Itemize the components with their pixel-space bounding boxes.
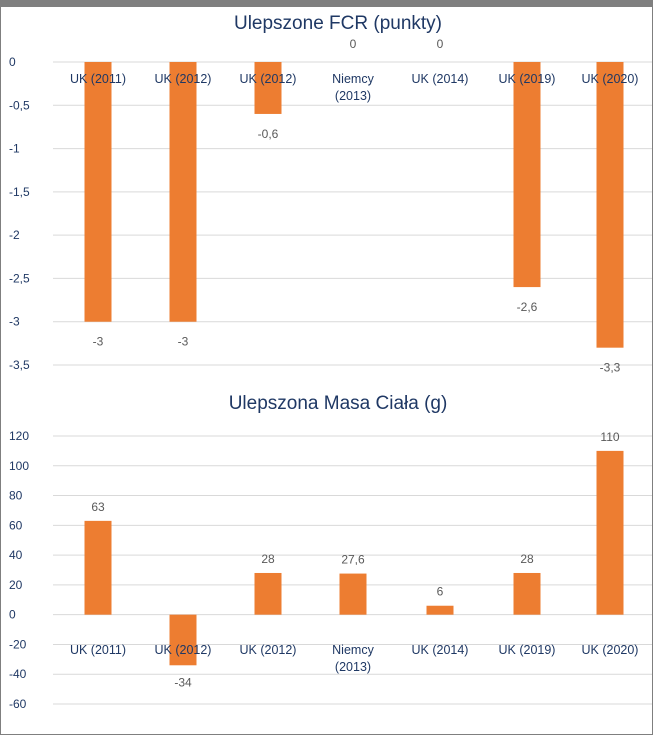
fcr-data-label: 0 [350, 37, 357, 51]
body-mass-bar [596, 450, 624, 615]
fcr-category-label: Niemcy (2013) [332, 72, 374, 103]
fcr-data-label: -3 [178, 335, 189, 349]
body-mass-category-label: UK (2012) [155, 643, 212, 657]
body-mass-data-label: 28 [261, 552, 275, 566]
body-mass-y-tick-label: 100 [9, 459, 29, 473]
body-mass-y-tick-label: 0 [9, 608, 16, 622]
body-mass-category-label: UK (2012) [240, 643, 297, 657]
body-mass-y-tick-label: 120 [9, 429, 29, 443]
fcr-y-tick-label: -3 [9, 315, 20, 329]
fcr-data-label: 0 [437, 37, 444, 51]
fcr-y-tick-label: -2 [9, 228, 20, 242]
fcr-category-label: UK (2012) [240, 72, 297, 86]
body-mass-category-label: Niemcy (2013) [332, 643, 374, 674]
fcr-data-label: -0,6 [258, 127, 279, 141]
fcr-y-tick-label: -1,5 [9, 185, 30, 199]
body-mass-y-tick-label: 80 [9, 489, 23, 503]
body-mass-data-label: -34 [174, 675, 192, 689]
body-mass-y-tick-label: -20 [9, 637, 27, 651]
fcr-data-label: -3,3 [600, 361, 621, 375]
fcr-bar [513, 62, 541, 288]
fcr-bar [596, 62, 624, 348]
fcr-category-label: UK (2014) [412, 72, 469, 86]
body-mass-data-label: 28 [520, 552, 534, 566]
fcr-category-label: UK (2012) [155, 72, 212, 86]
fcr-chart-title: Ulepszone FCR (punkty) [234, 13, 442, 34]
fcr-y-tick-label: -2,5 [9, 271, 30, 285]
fcr-y-tick-label: -3,5 [9, 358, 30, 372]
body-mass-chart: Ulepszona Masa Ciała (g) 120 100 80 60 40 20 0… [9, 393, 652, 711]
body-mass-y-tick-label: 60 [9, 518, 23, 532]
body-mass-data-label: 110 [600, 430, 619, 444]
body-mass-data-label: 27,6 [341, 553, 365, 567]
fcr-bar [254, 62, 282, 114]
body-mass-category-label: UK (2011) [70, 643, 126, 657]
fcr-bar [169, 62, 197, 322]
body-mass-category-label: UK (2020) [582, 643, 639, 657]
body-mass-data-label: 6 [437, 585, 444, 599]
top-border-strip [1, 1, 652, 7]
fcr-y-tick-label: 0 [9, 55, 16, 69]
body-mass-data-label: 63 [91, 500, 105, 514]
fcr-category-label: UK (2019) [499, 72, 556, 86]
body-mass-y-tick-label: 40 [9, 548, 23, 562]
body-mass-bar [254, 572, 282, 615]
body-mass-category-label: UK (2014) [412, 643, 469, 657]
body-mass-bar [426, 605, 454, 615]
fcr-category-label: UK (2011) [70, 72, 126, 86]
fcr-chart: Ulepszone FCR (punkty) 0 -0,5 -1 -1,5 -2 -2,5… [9, 13, 652, 375]
fcr-y-tick-label: -0,5 [9, 98, 30, 112]
body-mass-y-tick-label: -40 [9, 667, 27, 681]
fcr-bar [84, 62, 112, 322]
fcr-data-label: -3 [93, 335, 104, 349]
fcr-y-tick-label: -1 [9, 142, 20, 156]
body-mass-chart-title: Ulepszona Masa Ciała (g) [229, 393, 448, 414]
body-mass-y-tick-label: -60 [9, 697, 27, 711]
body-mass-bar [84, 520, 112, 615]
fcr-data-label: -2,6 [517, 300, 538, 314]
fcr-category-label: UK (2020) [582, 72, 639, 86]
body-mass-category-label: UK (2019) [499, 643, 556, 657]
body-mass-bar [513, 572, 541, 615]
body-mass-y-tick-label: 20 [9, 578, 23, 592]
body-mass-bar [339, 573, 367, 615]
body-mass-bar [169, 614, 197, 666]
